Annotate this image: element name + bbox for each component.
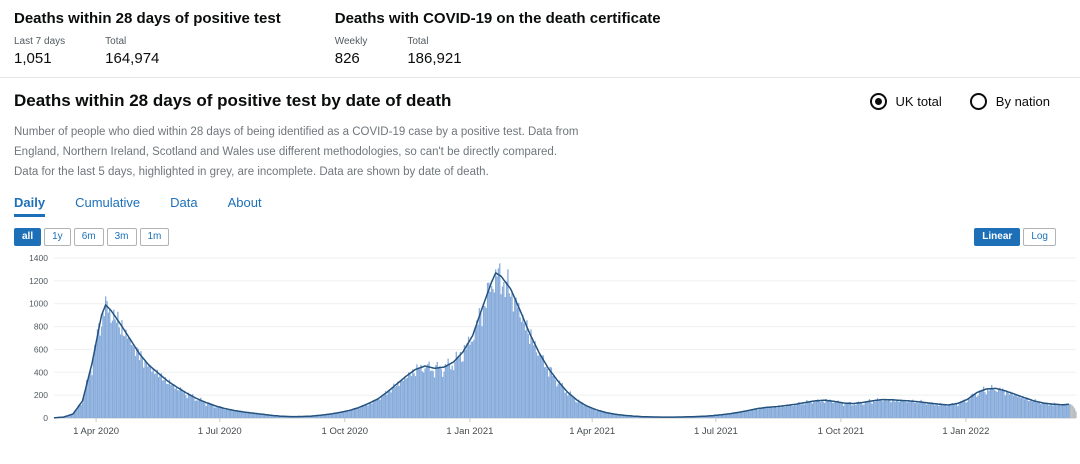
zoom-button-1y[interactable]: 1y <box>44 228 71 247</box>
zoom-button-1m[interactable]: 1m <box>139 228 170 247</box>
svg-text:1 Jan 2021: 1 Jan 2021 <box>446 426 493 437</box>
svg-text:1 Jan 2022: 1 Jan 2022 <box>942 426 989 437</box>
svg-text:200: 200 <box>34 390 48 400</box>
stat-last-7-days: Last 7 days 1,051 <box>14 36 65 67</box>
svg-text:1400: 1400 <box>29 253 48 263</box>
tab-cumulative[interactable]: Cumulative <box>75 195 141 211</box>
stat-label: Weekly <box>334 36 368 47</box>
scale-button-log[interactable]: Log <box>1023 228 1056 247</box>
radio-unselected-icon[interactable] <box>969 92 987 110</box>
stat-value: 826 <box>334 50 360 67</box>
svg-text:1 Oct 2021: 1 Oct 2021 <box>818 426 864 437</box>
stat-card-title: Deaths within 28 days of positive test <box>14 10 281 27</box>
radio-by-nation[interactable]: By nation <box>969 92 1050 110</box>
deaths-chart[interactable]: 0 200 400 600 800 1000 1200 1400 1 Apr 2020 1 Jul… <box>14 250 1077 447</box>
stat-card-title: Deaths with COVID-19 on the death certif… <box>334 10 661 27</box>
zoom-button-6m[interactable]: 6m <box>73 228 104 247</box>
radio-label: UK total <box>895 93 942 109</box>
zoom-range-buttons: all 1y 6m 3m 1m <box>14 228 170 247</box>
stat-weekly: Weekly 826 <box>335 36 368 67</box>
svg-text:600: 600 <box>34 345 48 355</box>
stat-value: 1,051 <box>14 50 52 67</box>
stat-label: Total <box>407 36 429 47</box>
tab-daily[interactable]: Daily <box>14 195 46 218</box>
zoom-button-3m[interactable]: 3m <box>106 228 137 247</box>
stat-value: 186,921 <box>407 50 462 67</box>
svg-text:1000: 1000 <box>29 299 48 309</box>
svg-text:0: 0 <box>43 413 48 423</box>
svg-text:800: 800 <box>34 322 48 332</box>
tab-about[interactable]: About <box>227 195 262 211</box>
svg-text:1 Apr 2021: 1 Apr 2021 <box>569 426 615 437</box>
stat-card-death-certificate: Deaths with COVID-19 on the death certif… <box>335 10 661 67</box>
svg-text:1 Oct 2020: 1 Oct 2020 <box>322 426 368 437</box>
scale-buttons: Linear Log <box>974 228 1056 247</box>
radio-label: By nation <box>995 93 1050 109</box>
chart-tabs: Daily Cumulative Data About <box>14 195 1066 218</box>
svg-text:400: 400 <box>34 368 48 378</box>
zoom-button-all[interactable]: all <box>14 228 42 247</box>
svg-text:1 Apr 2020: 1 Apr 2020 <box>73 426 119 437</box>
stat-label: Last 7 days <box>14 36 66 47</box>
stat-total-certificate: Total 186,921 <box>407 36 461 67</box>
stat-label: Total <box>105 36 127 47</box>
scale-button-linear[interactable]: Linear <box>974 228 1021 247</box>
radio-selected-icon[interactable] <box>869 92 887 110</box>
deaths-by-date-section: Deaths within 28 days of positive test b… <box>0 78 1080 447</box>
page-title: Deaths within 28 days of positive test b… <box>14 91 452 110</box>
radio-uk-total[interactable]: UK total <box>869 92 942 110</box>
area-toggle-group: UK total By nation <box>869 92 1066 110</box>
chart-controls: all 1y 6m 3m 1m Linear Log <box>14 228 1066 247</box>
chart-canvas[interactable]: 0 200 400 600 800 1000 1200 1400 1 Apr 2020 1 Jul… <box>14 250 1080 442</box>
chart-description: Number of people who died within 28 days… <box>14 126 579 179</box>
stat-card-deaths-28-days: Deaths within 28 days of positive test L… <box>14 10 281 67</box>
stat-total-28-days: Total 164,974 <box>105 36 159 67</box>
tab-data[interactable]: Data <box>170 195 198 211</box>
stat-value: 164,974 <box>105 50 160 67</box>
section-divider <box>0 77 1080 78</box>
svg-text:1200: 1200 <box>29 276 48 286</box>
svg-text:1 Jul 2020: 1 Jul 2020 <box>198 426 242 437</box>
svg-text:1 Jul 2021: 1 Jul 2021 <box>694 426 738 437</box>
headline-stats: Deaths within 28 days of positive test L… <box>0 0 1080 77</box>
